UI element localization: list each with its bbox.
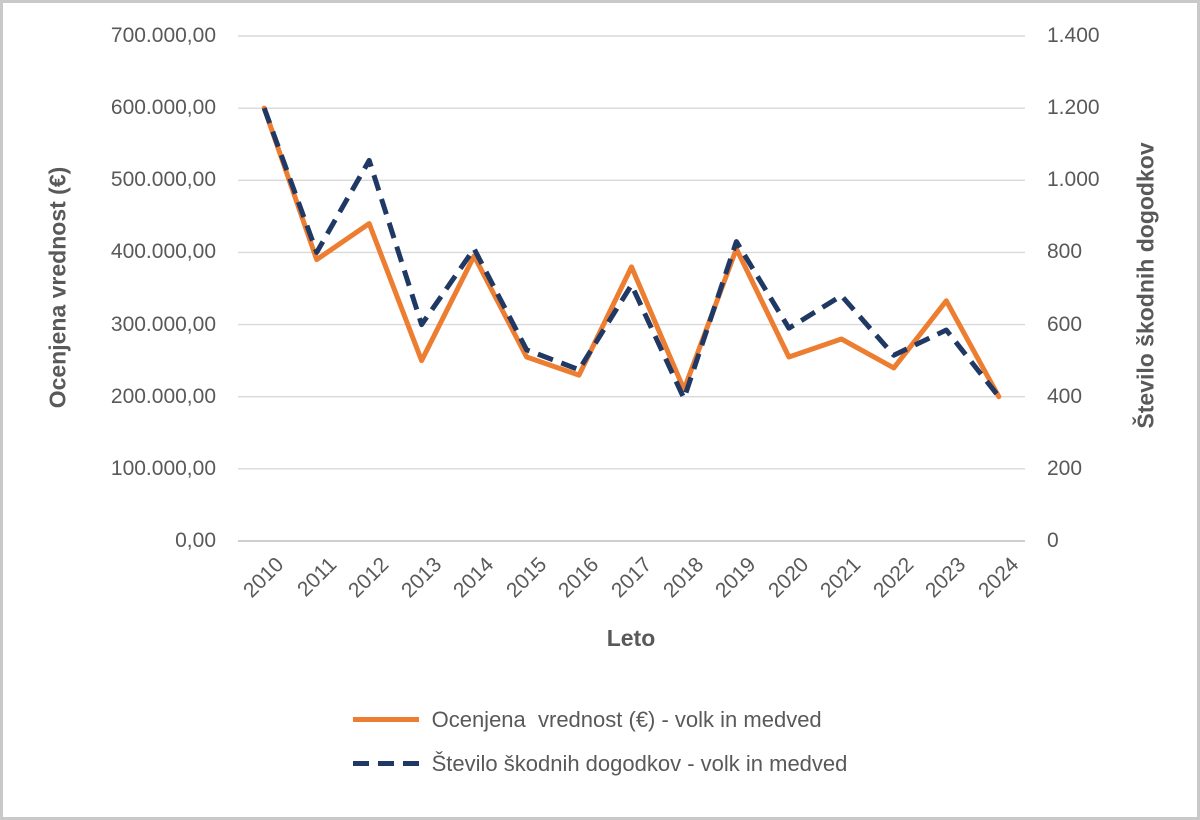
y-axis-title-right: Število škodnih dogodkov <box>1132 142 1159 429</box>
legend: Ocenjena vrednost (€) - volk in medved Š… <box>3 706 1197 777</box>
y-left-tick-label: 500.000,00 <box>110 168 216 192</box>
y-right-tick-label: 400 <box>1047 384 1083 408</box>
y-axis-title-left: Ocenjena vrednost (€) <box>44 166 71 409</box>
y-right-tick-label: 1.200 <box>1047 96 1100 120</box>
y-right-tick-label: 800 <box>1047 240 1083 264</box>
legend-item-estimated-value: Ocenjena vrednost (€) - volk in medved <box>352 706 822 733</box>
y-left-tick-label: 400.000,00 <box>110 240 216 264</box>
legend-items: Ocenjena vrednost (€) - volk in medved Š… <box>352 706 848 777</box>
y-right-tick-label: 0 <box>1047 529 1059 552</box>
series-line-damage-events <box>261 107 1001 401</box>
legend-item-damage-events: Število škodnih dogodkov - volk in medve… <box>352 750 848 777</box>
plot-area <box>238 35 1025 542</box>
y-left-tick-label: 700.000,00 <box>110 24 216 47</box>
y-right-tick-label: 1.000 <box>1047 168 1100 192</box>
y-left-tick-label: 0,00 <box>175 529 216 552</box>
y-left-tick-label: 100.000,00 <box>110 456 216 480</box>
series-line-estimated-value <box>261 105 1002 400</box>
legend-label-estimated-value: Ocenjena vrednost (€) - volk in medved <box>431 707 822 732</box>
legend-dashed-line-icon <box>352 761 419 766</box>
y-right-tick-label: 200 <box>1047 456 1083 480</box>
y-right-tick-label: 600 <box>1047 312 1083 336</box>
y-left-tick-label: 200.000,00 <box>110 384 216 408</box>
legend-solid-line-icon <box>352 717 419 722</box>
x-axis-title: Leto <box>606 625 656 651</box>
legend-label-damage-events: Število škodnih dogodkov - volk in medve… <box>431 751 848 776</box>
y-right-tick-label: 1.400 <box>1047 24 1100 47</box>
y-left-tick-label: 600.000,00 <box>110 96 216 120</box>
y-left-tick-label: 300.000,00 <box>110 312 216 336</box>
